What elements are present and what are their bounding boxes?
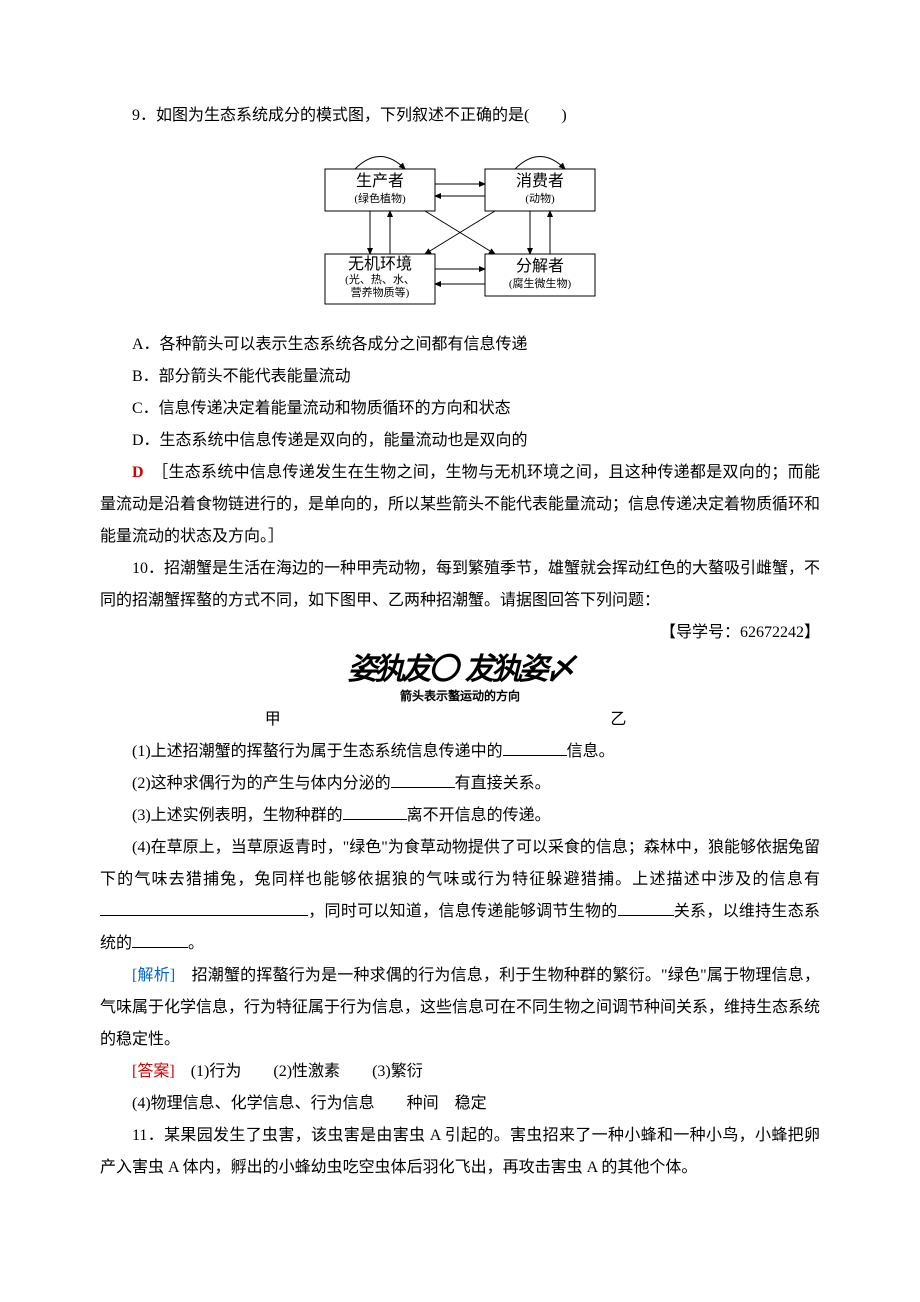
node-abiotic-title: 无机环境 <box>348 254 412 273</box>
q9-option-c: C．信息传递决定着能量流动和物质循环的方向和状态 <box>100 393 820 425</box>
node-consumer-sub: (动物) <box>525 191 555 205</box>
q10-p1: (1)上述招潮蟹的挥螯行为属于生态系统信息传递中的信息。 <box>100 736 820 768</box>
q9-diagram: 生产者 (绿色植物) 消费者 (动物) 无机环境 (光、热、水、 营养物质等) … <box>295 144 625 319</box>
q10-ref: 【导学号：62672242】 <box>100 617 820 649</box>
q9-option-d: D．生态系统中信息传递是双向的，能量流动也是双向的 <box>100 425 820 457</box>
page: 9．如图为生态系统成分的模式图，下列叙述不正确的是( ) 生产者 (绿色植物) … <box>0 0 920 1302</box>
crab-strokes: 姿犱犮〇 犮犱姿〆 <box>210 655 710 685</box>
crab-caption: 箭头表示螯运动的方向 <box>210 687 710 704</box>
node-producer-sub: (绿色植物) <box>354 191 406 205</box>
q10-answers-line1: [答案] (1)行为 (2)性激素 (3)繁衍 <box>100 1056 820 1088</box>
q9-stem: 9．如图为生态系统成分的模式图，下列叙述不正确的是( ) <box>100 100 820 132</box>
answer-label: [答案] <box>132 1063 175 1080</box>
svg-text:(光、热、水、: (光、热、水、 <box>345 272 415 286</box>
node-consumer-title: 消费者 <box>516 172 564 190</box>
q10-p2: (2)这种求偶行为的产生与体内分泌的有直接关系。 <box>100 768 820 800</box>
q9-explanation: ［生态系统中信息传递发生在生物之间，生物与无机环境之间，且这种传递都是双向的；而… <box>100 464 820 545</box>
q10-analysis: [解析] 招潮蟹的挥螯行为是一种求偶的行为信息，利于生物种群的繁衍。"绿色"属于… <box>100 960 820 1056</box>
node-decomposer-title: 分解者 <box>516 257 564 275</box>
q10-p3: (3)上述实例表明，生物种群的离不开信息的传递。 <box>100 800 820 832</box>
q9-option-b: B．部分箭头不能代表能量流动 <box>100 361 820 393</box>
ecosystem-diagram-svg: 生产者 (绿色植物) 消费者 (动物) 无机环境 (光、热、水、 营养物质等) … <box>295 144 625 314</box>
crab-labels: 甲乙 <box>100 704 820 736</box>
node-producer-title: 生产者 <box>356 172 404 190</box>
q10-p4: (4)在草原上，当草原返青时，"绿色"为食草动物提供了可以采食的信息；森林中，狼… <box>100 832 820 960</box>
q10-figure: 姿犱犮〇 犮犱姿〆 箭头表示螯运动的方向 <box>210 655 710 704</box>
q10-stem: 10．招潮蟹是生活在海边的一种甲壳动物，每到繁殖季节，雄蟹就会挥动红色的大螯吸引… <box>100 553 820 617</box>
node-decomposer-sub: (腐生微生物) <box>509 276 572 290</box>
analysis-label: [解析] <box>132 967 175 984</box>
q9-option-a: A．各种箭头可以表示生态系统各成分之间都有信息传递 <box>100 329 820 361</box>
q9-answer-key: D <box>132 464 144 481</box>
q10-answers-line2: (4)物理信息、化学信息、行为信息 种间 稳定 <box>100 1088 820 1120</box>
q9-answer: D ［生态系统中信息传递发生在生物之间，生物与无机环境之间，且这种传递都是双向的… <box>100 457 820 553</box>
q11-stem: 11．某果园发生了虫害，该虫害是由害虫 A 引起的。害虫招来了一种小蜂和一种小鸟… <box>100 1120 820 1184</box>
svg-text:营养物质等): 营养物质等) <box>351 285 410 299</box>
